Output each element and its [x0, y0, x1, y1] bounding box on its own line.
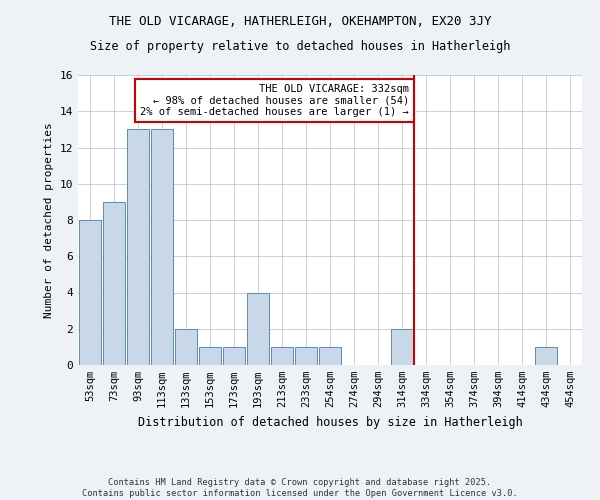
Bar: [295, 347, 317, 365]
X-axis label: Distribution of detached houses by size in Hatherleigh: Distribution of detached houses by size …: [137, 416, 523, 428]
Bar: [391, 329, 413, 365]
Text: THE OLD VICARAGE: 332sqm
← 98% of detached houses are smaller (54)
2% of semi-de: THE OLD VICARAGE: 332sqm ← 98% of detach…: [140, 84, 409, 117]
Y-axis label: Number of detached properties: Number of detached properties: [44, 122, 54, 318]
Text: Size of property relative to detached houses in Hatherleigh: Size of property relative to detached ho…: [90, 40, 510, 53]
Bar: [127, 130, 149, 365]
Bar: [271, 347, 293, 365]
Text: THE OLD VICARAGE, HATHERLEIGH, OKEHAMPTON, EX20 3JY: THE OLD VICARAGE, HATHERLEIGH, OKEHAMPTO…: [109, 15, 491, 28]
Bar: [535, 347, 557, 365]
Bar: [151, 130, 173, 365]
Bar: [175, 329, 197, 365]
Bar: [247, 292, 269, 365]
Bar: [103, 202, 125, 365]
Bar: [199, 347, 221, 365]
Bar: [79, 220, 101, 365]
Bar: [319, 347, 341, 365]
Bar: [223, 347, 245, 365]
Text: Contains HM Land Registry data © Crown copyright and database right 2025.
Contai: Contains HM Land Registry data © Crown c…: [82, 478, 518, 498]
